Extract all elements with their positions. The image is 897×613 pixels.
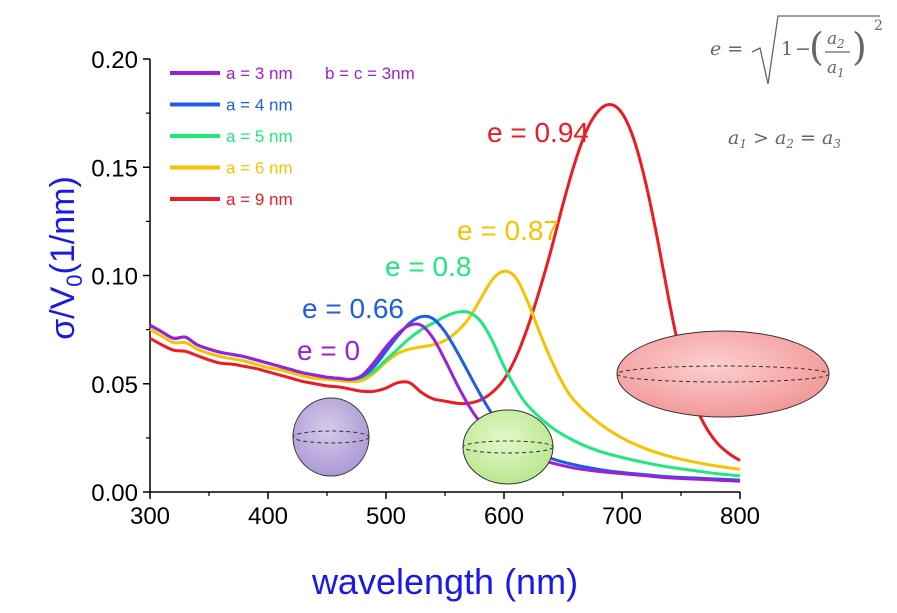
svg-text:(: (: [809, 25, 824, 69]
series-line-a-9-nm: [149, 102, 741, 462]
svg-text:2: 2: [836, 37, 845, 51]
svg-text:e =: e =: [710, 38, 743, 60]
svg-text:1: 1: [837, 66, 845, 80]
legend: a = 3 nm a = 4 nm a = 5 nm a = 6 nm a = 9 nm: [170, 64, 293, 209]
sphere-icon: [292, 397, 370, 477]
series-lines: [149, 102, 741, 483]
svg-text:a: a: [827, 29, 837, 49]
y-ticks: 0.00 0.05 0.10 0.15 0.20: [91, 47, 150, 507]
svg-text:a: a: [827, 58, 837, 78]
y-tick-label: 0.20: [91, 47, 138, 74]
svg-text:σ/V0(1/nm): σ/V0(1/nm): [44, 176, 87, 340]
legend-label: a = 5 nm: [226, 127, 293, 146]
legend-label: a = 6 nm: [226, 159, 293, 178]
svg-text:a1 > a2 = a3: a1 > a2 = a3: [728, 127, 841, 151]
y-axis-title-unit: (1/nm): [44, 176, 82, 274]
slightly-prolate-icon: [462, 409, 554, 485]
legend-label: a = 9 nm: [226, 190, 293, 209]
annotation-e094: e = 0.94: [487, 117, 589, 148]
legend-label: a = 4 nm: [226, 96, 293, 115]
x-tick-label: 300: [130, 503, 170, 530]
annotation-e066: e = 0.66: [302, 293, 404, 324]
x-tick-label: 600: [484, 503, 524, 530]
y-tick-label: 0.00: [91, 480, 138, 507]
x-ticks: 300 400 500 600 700 800: [130, 492, 760, 530]
y-tick-label: 0.05: [91, 372, 138, 399]
y-axis-title: σ/V0(1/nm): [44, 176, 87, 340]
y-axis-title-main: σ/V: [44, 286, 82, 339]
svg-text:−: −: [795, 38, 811, 60]
x-axis-title: wavelength (nm): [311, 561, 578, 602]
axis-relation-equation: a1 > a2 = a3: [728, 127, 841, 151]
y-tick-label: 0.10: [91, 264, 138, 291]
legend-extra: b = c = 3nm: [325, 64, 415, 83]
eccentricity-equation: e = 1 − ( a 2 a 1 ) 2: [710, 15, 883, 85]
svg-text:1: 1: [781, 38, 793, 60]
x-tick-label: 700: [602, 503, 642, 530]
svg-text:2: 2: [874, 18, 883, 34]
prolate-icon: [616, 330, 830, 418]
x-tick-label: 400: [248, 503, 288, 530]
series-line-a-3-nm: [149, 322, 741, 483]
x-tick-label: 500: [366, 503, 406, 530]
annotation-e087: e = 0.87: [457, 215, 559, 246]
series-line-a-6-nm: [149, 269, 741, 471]
legend-label: a = 3 nm: [226, 64, 293, 83]
y-axis-title-sub: 0: [62, 274, 87, 286]
x-tick-label: 800: [720, 503, 760, 530]
annotation-e0: e = 0: [297, 335, 360, 366]
y-tick-label: 0.15: [91, 155, 138, 182]
svg-text:): ): [852, 25, 867, 69]
annotation-e08: e = 0.8: [385, 251, 471, 282]
